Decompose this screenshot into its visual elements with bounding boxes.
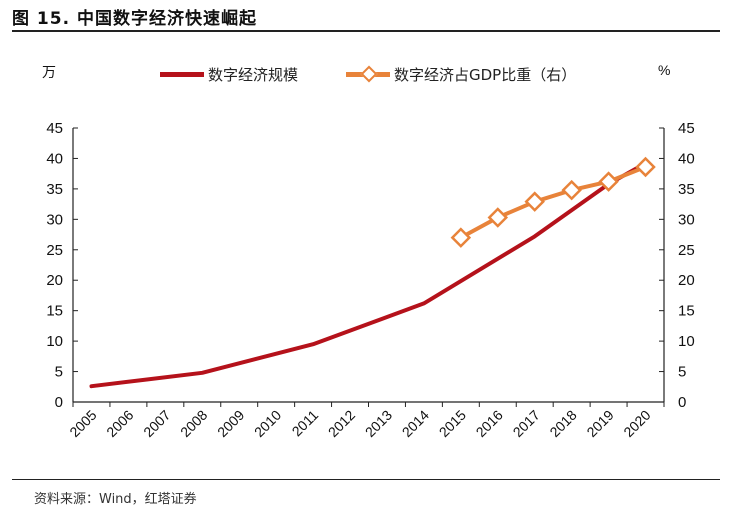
x-tick-label: 2019 bbox=[583, 407, 616, 440]
x-tick-label: 2006 bbox=[103, 407, 136, 440]
data-point-diamond bbox=[487, 207, 509, 228]
series-line-scale bbox=[89, 161, 648, 389]
series-line-share bbox=[458, 165, 648, 240]
x-tick-label: 2014 bbox=[399, 407, 432, 440]
left-y-tick-label: 20 bbox=[46, 272, 63, 289]
left-y-tick-label: 40 bbox=[46, 150, 63, 167]
x-tick-label: 2005 bbox=[66, 407, 99, 440]
left-y-tick-label: 30 bbox=[46, 211, 63, 228]
chart-title: 图 15. 中国数字经济快速崛起 bbox=[12, 9, 257, 29]
title-divider bbox=[12, 30, 720, 32]
data-point-diamond bbox=[635, 156, 656, 178]
left-y-tick-label: 10 bbox=[46, 333, 63, 350]
data-point-diamond bbox=[598, 171, 619, 192]
right-y-tick-label: 40 bbox=[678, 150, 695, 167]
right-y-tick-label: 0 bbox=[678, 394, 686, 411]
right-y-tick-label: 45 bbox=[678, 120, 695, 137]
legend-item-share: 数字经济占GDP比重（右） bbox=[346, 64, 576, 85]
right-y-tick-label: 10 bbox=[678, 333, 695, 350]
legend-label-share: 数字经济占GDP比重（右） bbox=[394, 66, 577, 84]
data-point-diamond bbox=[450, 227, 472, 248]
x-tick-label: 2018 bbox=[546, 407, 579, 440]
x-tick-label: 2015 bbox=[436, 407, 469, 440]
x-tick-label: 2012 bbox=[325, 407, 358, 440]
source-note: 资料来源：Wind，红塔证券 bbox=[34, 492, 197, 507]
legend-diamond-line-icon bbox=[346, 65, 390, 83]
x-tick-label: 2013 bbox=[362, 407, 395, 440]
right-axis-unit: % bbox=[658, 62, 671, 78]
footer-divider bbox=[12, 479, 720, 480]
data-point-diamond bbox=[561, 179, 582, 201]
x-tick-label: 2016 bbox=[473, 407, 506, 440]
x-tick-label: 2020 bbox=[620, 407, 653, 440]
x-tick-label: 2009 bbox=[214, 407, 247, 440]
right-y-tick-label: 35 bbox=[678, 181, 695, 198]
right-y-tick-label: 5 bbox=[678, 364, 686, 381]
legend-item-scale: 数字经济规模 bbox=[160, 64, 298, 85]
x-tick-label: 2011 bbox=[289, 407, 322, 440]
left-axis-unit: 万 bbox=[42, 65, 56, 81]
x-tick-label: 2008 bbox=[177, 407, 210, 440]
x-tick-label: 2017 bbox=[509, 407, 542, 440]
left-y-tick-label: 35 bbox=[46, 181, 63, 198]
x-tick-label: 2007 bbox=[140, 407, 173, 440]
legend-label-scale: 数字经济规模 bbox=[208, 66, 299, 84]
data-point-diamond bbox=[524, 191, 545, 212]
right-y-tick-label: 20 bbox=[678, 272, 695, 289]
left-y-tick-label: 45 bbox=[46, 120, 63, 137]
right-y-tick-label: 30 bbox=[678, 211, 695, 228]
legend-line-red-icon bbox=[160, 72, 204, 77]
left-y-tick-label: 25 bbox=[46, 242, 63, 259]
left-y-tick-label: 15 bbox=[46, 303, 63, 320]
x-tick-label: 2010 bbox=[251, 407, 284, 440]
left-y-tick-label: 0 bbox=[55, 394, 63, 411]
right-y-tick-label: 15 bbox=[678, 303, 695, 320]
right-y-tick-label: 25 bbox=[678, 242, 695, 259]
left-y-tick-label: 5 bbox=[55, 364, 63, 381]
